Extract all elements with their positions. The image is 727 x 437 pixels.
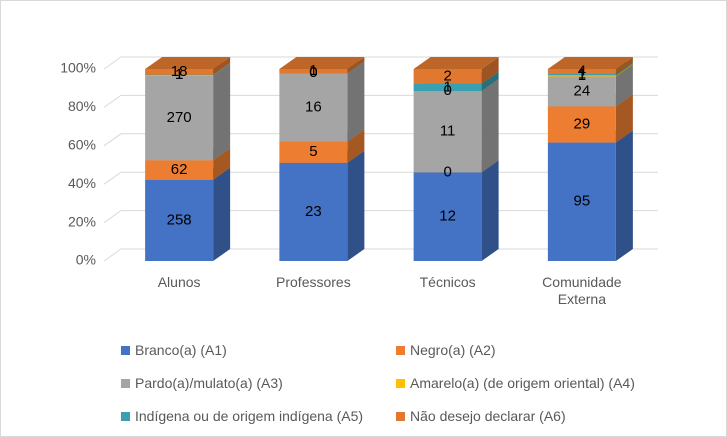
legend-label: Amarelo(a) (de origem oriental) (A4) [410,375,635,391]
bar-side [347,57,365,74]
data-label: 16 [305,98,322,115]
data-label: 1 [578,66,586,83]
bar [413,91,482,173]
bar-top [547,57,633,69]
legend-entry: Negro(a) (A2) [396,342,496,358]
data-label: 0 [443,163,451,180]
data-label: 0 [309,64,317,81]
bar [547,75,616,77]
data-label: 2 [443,67,451,84]
bar [145,179,214,261]
y-tick-label: 60% [68,137,96,153]
data-label: 12 [439,208,456,225]
bar [547,142,616,261]
bar-side [213,62,231,76]
bar-side [615,57,633,74]
bar-top [145,57,231,69]
legend-swatch [121,411,130,421]
bar [279,141,348,163]
bar-side [213,57,231,75]
bar-side [213,63,231,161]
bar-side [481,71,499,92]
bar [279,73,348,142]
legend-entry: Amarelo(a) (de origem oriental) (A4) [396,375,635,391]
data-label: 18 [171,63,188,80]
data-label: 4 [578,62,586,79]
bar-top [413,57,499,69]
legend-swatch [396,378,405,388]
legend-label: Branco(a) (A1) [135,342,227,358]
bar-side [615,61,633,76]
bar [145,75,214,161]
legend-label: Negro(a) (A2) [410,342,496,358]
bar-side [481,79,499,173]
legend-entry: Pardo(a)/mulato(a) (A3) [121,375,283,391]
bar-side [213,62,231,75]
data-label: 1 [443,78,451,95]
data-label: 0 [309,64,317,81]
bar-side [347,61,365,142]
data-label: 1 [175,66,183,83]
legend-swatch [396,345,405,355]
y-tick-label: 100% [60,60,96,76]
x-tick-label: Professores [276,274,351,290]
data-label: 11 [440,123,456,140]
data-label: 0 [443,82,451,99]
x-tick-label: Alunos [157,274,201,290]
bar [145,69,214,75]
data-label: 23 [305,203,322,220]
bar-side [615,94,633,143]
legend-label: Indígena ou de origem indígena (A5) [135,408,364,424]
legend-swatch [121,345,130,355]
data-label: 258 [167,211,192,228]
bar-side [347,129,365,163]
legend-swatch [121,378,130,388]
data-label: 29 [574,115,591,132]
x-tick-label: Comunidade Externa [542,274,622,307]
legend-entry: Indígena ou de origem indígena (A5) [121,408,363,424]
data-label: 5 [309,143,317,160]
bar-side [347,150,365,261]
data-label: 270 [167,109,192,126]
bar-side [481,57,499,84]
bar-side [213,148,231,180]
y-tick-label: 20% [68,213,96,229]
bar-top [279,57,365,69]
bar-side [615,64,633,107]
bar-side [615,63,633,77]
bar [145,160,214,180]
legend-entry: Branco(a) (A1) [121,342,227,358]
y-tick-label: 0% [76,252,96,268]
bar [279,69,348,74]
y-tick-label: 40% [68,175,96,191]
bar [413,172,482,261]
data-label: 1 [578,67,586,84]
bar [413,69,482,84]
bar-side [481,160,499,261]
bar [547,69,616,74]
bar-side [615,130,633,261]
data-label: 1 [309,62,317,79]
legend-label: Não desejo declarar (A6) [410,408,566,424]
bar [547,76,616,107]
legend-swatch [396,411,405,421]
data-label: 24 [574,82,591,99]
y-tick-label: 80% [68,98,96,114]
legend-entry: Não desejo declarar (A6) [396,408,566,424]
bar [413,83,482,92]
bar [547,73,616,76]
x-tick-label: Técnicos [419,274,476,290]
data-label: 95 [574,193,591,210]
legend-label: Pardo(a)/mulato(a) (A3) [135,375,283,391]
data-label: 1 [175,66,183,83]
bar [547,106,616,143]
bar-side [213,167,231,261]
data-label: 62 [171,161,188,178]
bar [279,162,348,261]
